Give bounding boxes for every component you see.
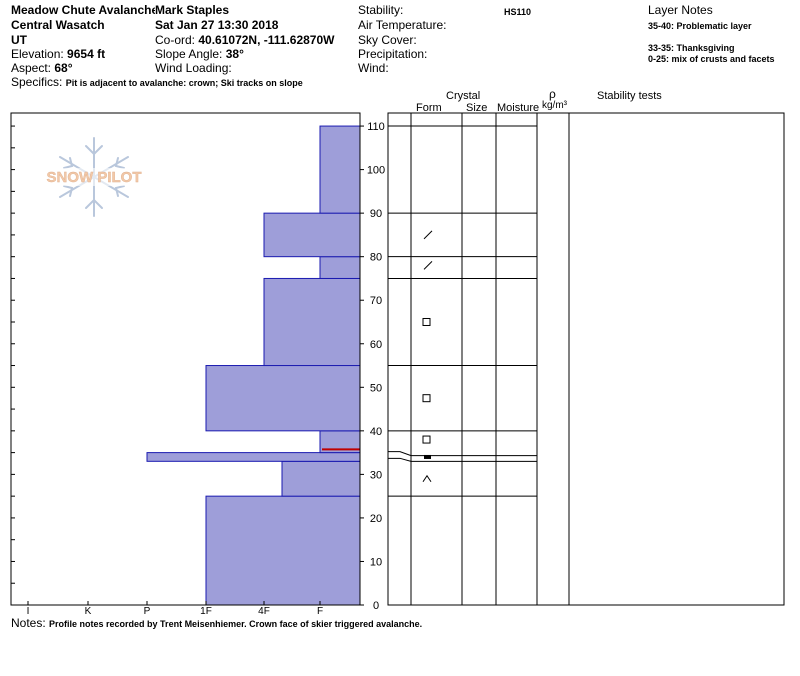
aspect-value: 68° — [54, 61, 73, 75]
slope-row: Slope Angle: 38° — [155, 47, 244, 61]
layer-boundary-line — [388, 457, 537, 462]
slope-value: 38° — [225, 47, 244, 61]
sky-cover-label: Sky Cover: — [358, 33, 417, 47]
aspect-row: Aspect: 68° — [11, 61, 73, 75]
hardness-tick-label: 4F — [258, 606, 270, 617]
hardness-layer-bar — [205, 365, 361, 432]
slope-label: Slope Angle: — [155, 47, 223, 61]
hardness-tick-label: P — [144, 606, 151, 617]
grain-form-symbol — [424, 454, 431, 459]
coordinates-row: Co-ord: 40.61072N, -111.62870W — [155, 33, 334, 47]
observer-name: Mark Staples — [155, 3, 232, 17]
hardness-layer-bar — [205, 495, 361, 606]
hardness-frame — [10, 112, 361, 606]
hardness-tick-label: I — [27, 606, 30, 617]
size-header: Size — [466, 102, 488, 114]
depth-tick-label: 20 — [370, 513, 382, 525]
elevation-row: Elevation: 9654 ft — [11, 47, 105, 61]
depth-tick-label: 60 — [370, 339, 382, 351]
aspect-label: Aspect: — [11, 61, 52, 75]
hardness-tick-label: 1F — [200, 606, 212, 617]
wind-label: Wind: — [358, 61, 389, 75]
specifics-row: Specifics: Pit is adjacent to avalanche:… — [11, 75, 303, 90]
density-symbol: ρ — [549, 87, 556, 101]
depth-tick-label: 90 — [370, 208, 382, 220]
hs-code: HS110 — [504, 7, 532, 17]
hardness-layer-bar — [263, 212, 361, 258]
layer-boundary-line — [388, 451, 537, 457]
mountain-range: Central Wasatch — [11, 18, 105, 32]
specifics-label: Specifics: — [11, 75, 63, 89]
depth-tick-label: 0 — [373, 600, 379, 612]
grain-form-symbol — [422, 474, 432, 483]
observation-datetime: Sat Jan 27 13:30 2018 — [155, 18, 279, 32]
hardness-layer-bar — [319, 125, 361, 214]
form-header: Form — [416, 102, 442, 114]
grain-form-symbol — [422, 394, 431, 403]
precip-label: Precipitation: — [358, 47, 428, 61]
grain-form-symbol — [423, 230, 433, 240]
notes-label: Notes: — [11, 616, 46, 630]
depth-tick-label: 50 — [370, 382, 382, 394]
depth-tick-label: 80 — [370, 252, 382, 264]
layer-note: 0-25: mix of crusts and facets — [648, 54, 775, 64]
logo-text: SNOW PILOT — [47, 169, 142, 186]
hardness-profile — [146, 125, 361, 606]
depth-tick-label: 70 — [370, 295, 382, 307]
stability-label: Stability: — [358, 3, 404, 17]
layer-table — [387, 112, 785, 606]
coord-label: Co-ord: — [155, 33, 196, 47]
layer-note: 35-40: Problematic layer — [648, 21, 752, 31]
notes-row: Notes: Profile notes recorded by Trent M… — [11, 616, 422, 631]
crystal-header: Crystal — [446, 90, 481, 102]
hardness-tick-label: K — [85, 606, 92, 617]
specifics-value: Pit is adjacent to avalanche: crown; Ski… — [65, 78, 303, 88]
elevation-value: 9654 ft — [67, 47, 106, 61]
depth-tick-label: 40 — [370, 426, 382, 438]
grain-form-symbol — [422, 435, 431, 444]
density-unit: kg/m³ — [542, 100, 567, 111]
depth-tick-label: 30 — [370, 469, 382, 481]
hardness-layer-bar — [263, 277, 361, 367]
coord-value: 40.61072N, -111.62870W — [198, 33, 335, 47]
layer-notes-title: Layer Notes — [648, 3, 713, 17]
table-frame — [387, 112, 785, 606]
hardness-layer-bar — [281, 460, 361, 497]
location-name: Meadow Chute Avalanche — [11, 3, 159, 17]
grain-form-symbol — [423, 261, 433, 270]
wind-loading-label: Wind Loading: — [155, 61, 232, 75]
depth-tick-label: 100 — [367, 165, 385, 177]
elevation-label: Elevation: — [11, 47, 64, 61]
hardness-layer-bar — [146, 452, 361, 462]
depth-tick-label: 110 — [367, 121, 385, 133]
notes-value: Profile notes recorded by Trent Meisenhi… — [49, 619, 423, 629]
state: UT — [11, 33, 27, 47]
air-temp-label: Air Temperature: — [358, 18, 447, 32]
grain-form-symbol — [422, 317, 431, 326]
hardness-axis: I K P 1F 4F F — [27, 601, 323, 617]
snowflake-icon: SNOW PILOT — [36, 137, 152, 217]
moisture-header: Moisture — [497, 102, 540, 114]
hardness-tick-label: F — [317, 606, 323, 617]
depth-axis: 0 10 20 30 40 50 60 70 80 90 100 110 — [11, 121, 385, 612]
hardness-layer-bar — [319, 256, 361, 279]
layer-note: 33-35: Thanksgiving — [648, 43, 735, 53]
depth-tick-label: 10 — [370, 556, 382, 568]
stability-tests-header: Stability tests — [597, 90, 662, 102]
snowpilot-logo: SNOW PILOT — [34, 136, 154, 218]
